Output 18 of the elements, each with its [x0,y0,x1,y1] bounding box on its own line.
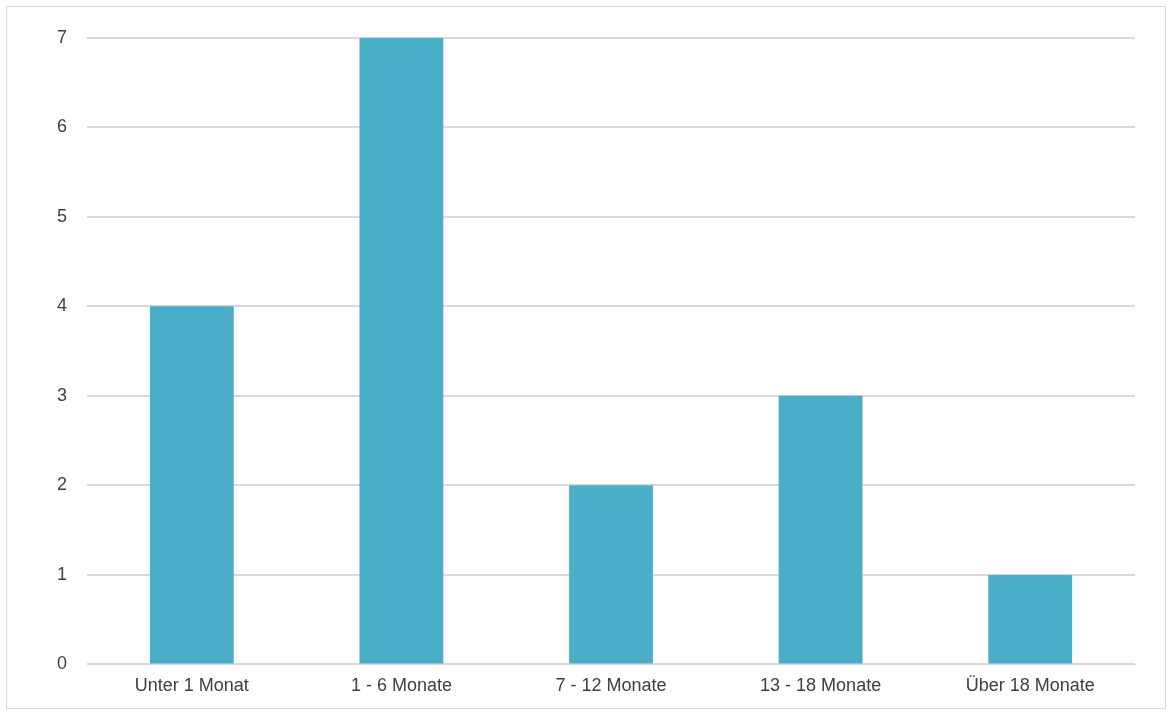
bar [359,37,444,664]
x-tick-label: 1 - 6 Monate [350,675,452,696]
y-tick-label: 1 [57,563,68,584]
x-tick-label: 7 - 12 Monate [555,675,667,696]
x-tick-label: Über 18 Monate [965,675,1095,696]
bar [149,306,234,664]
y-tick-label: 3 [57,384,68,405]
y-tick-label: 0 [57,653,68,674]
bar [988,574,1073,664]
y-tick-label: 7 [57,26,68,47]
y-tick-label: 5 [57,205,68,226]
x-tick-label: 13 - 18 Monate [760,675,882,696]
y-tick-label: 6 [57,116,68,137]
y-tick-label: 2 [57,474,68,495]
x-tick-label: Unter 1 Monat [134,675,249,696]
bar [778,395,863,664]
bar [569,485,653,664]
y-tick-label: 4 [57,295,68,316]
